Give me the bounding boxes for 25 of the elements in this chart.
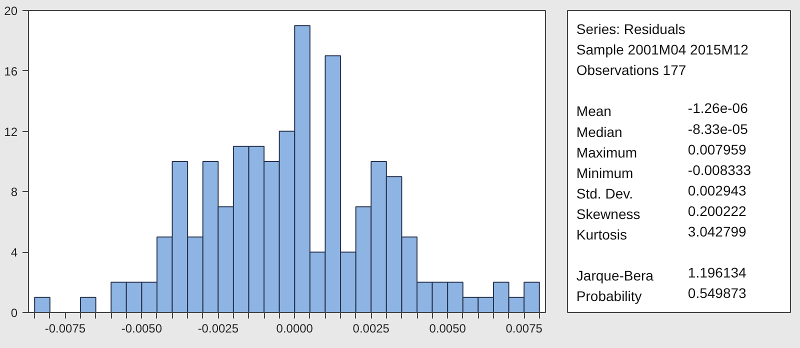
- text: Series: Residuals: [576, 21, 686, 38]
- x-tick-label: 0.0025: [352, 322, 390, 336]
- x-tick-label: 0.0050: [429, 322, 466, 336]
- text: Jarque-Bera 1.196134: [576, 264, 746, 284]
- text: Std. Dev. 0.002943: [576, 182, 746, 202]
- text: Median -8.33e-05: [576, 120, 748, 140]
- y-tick-label: 4: [10, 246, 18, 260]
- text: Sample 2001M04 2015M12: [576, 42, 749, 58]
- y-tick-label: 12: [4, 124, 18, 139]
- text: Mean -1.26e-06: [576, 100, 748, 120]
- x-tick-label: 0.0075: [506, 322, 543, 336]
- y-tick-label: 20: [4, 4, 18, 18]
- text: Minimum -0.008333: [576, 162, 751, 181]
- text: Maximum 0.007959: [576, 141, 746, 160]
- x-tick-label: -0.0075: [44, 322, 86, 336]
- text: Kurtosis 3.042799: [576, 223, 746, 242]
- x-tick-label: 0.0000: [276, 322, 314, 336]
- x-tick-label: -0.0050: [121, 322, 162, 336]
- y-tick-label: 16: [4, 64, 18, 78]
- text: Observations 177: [576, 62, 686, 78]
- y-tick-label: 8: [10, 185, 18, 200]
- text: Skewness 0.200222: [576, 202, 746, 222]
- y-tick-label: 0: [10, 306, 18, 320]
- text: Probability 0.549873: [576, 285, 746, 304]
- x-tick-label: -0.0025: [198, 322, 239, 336]
